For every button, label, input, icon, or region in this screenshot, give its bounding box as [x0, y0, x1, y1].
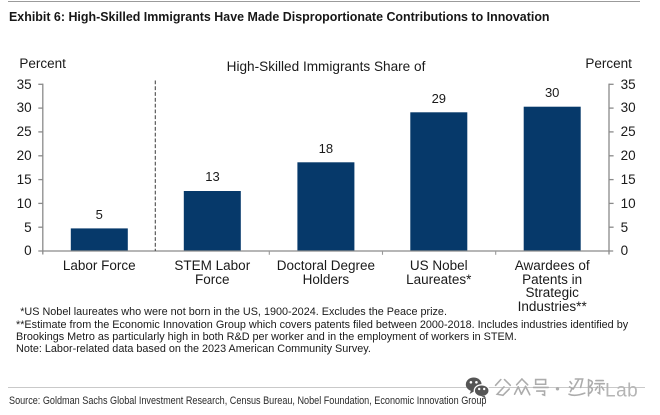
svg-text:Lab: Lab — [605, 381, 638, 402]
